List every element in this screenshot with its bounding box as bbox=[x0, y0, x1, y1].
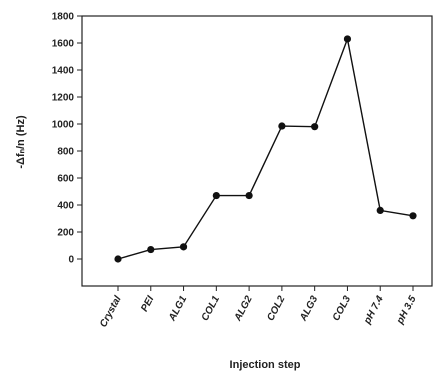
y-tick-label: 1400 bbox=[52, 66, 75, 77]
data-point bbox=[278, 122, 286, 130]
data-point bbox=[114, 255, 122, 263]
y-tick-label: 600 bbox=[57, 174, 74, 185]
x-axis-title: Injection step bbox=[230, 359, 301, 371]
data-point bbox=[179, 243, 188, 251]
y-tick-label: 1200 bbox=[52, 93, 75, 104]
y-tick-label: 200 bbox=[57, 228, 74, 239]
data-point bbox=[311, 123, 319, 131]
y-tick-label: 400 bbox=[57, 201, 74, 212]
data-point bbox=[376, 206, 384, 214]
data-point bbox=[245, 191, 253, 200]
y-tick-label: 0 bbox=[68, 255, 74, 266]
y-ticks: 0 200 400 600 800 1000 1200 1400 1600 1800 bbox=[52, 12, 82, 266]
y-tick-label: 1000 bbox=[52, 120, 75, 131]
y-tick-label: 800 bbox=[57, 147, 74, 158]
y-tick-label: 1800 bbox=[52, 12, 75, 23]
data-point bbox=[409, 212, 417, 220]
y-axis-title: -Δfₙ/n (Hz) bbox=[15, 115, 27, 169]
data-point bbox=[343, 35, 352, 43]
plot-area bbox=[81, 15, 433, 287]
series-line bbox=[117, 36, 414, 260]
y-tick-label: 1600 bbox=[52, 39, 75, 50]
data-point bbox=[147, 245, 155, 254]
data-point bbox=[212, 191, 220, 200]
